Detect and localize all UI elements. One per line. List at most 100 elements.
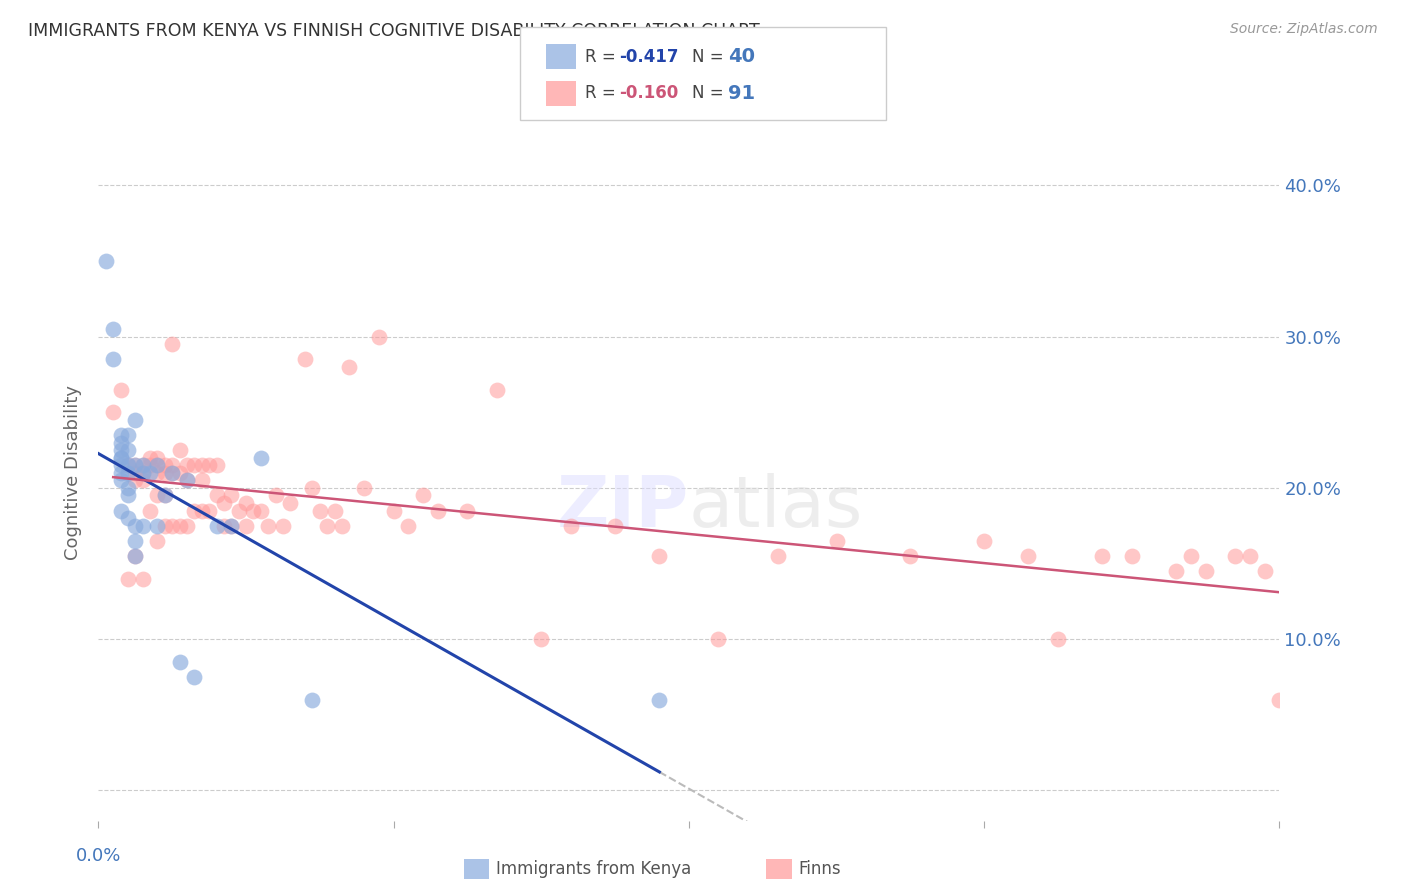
Point bbox=[94, 254, 117, 268]
Point bbox=[1091, 549, 1114, 563]
Point bbox=[219, 488, 242, 502]
Text: N =: N = bbox=[692, 84, 723, 102]
Point bbox=[191, 473, 214, 487]
Point bbox=[132, 458, 155, 473]
Point bbox=[117, 511, 139, 525]
Point bbox=[146, 458, 169, 473]
Point bbox=[110, 458, 132, 473]
Point bbox=[124, 458, 146, 473]
Point bbox=[146, 458, 169, 473]
Point bbox=[1239, 549, 1261, 563]
Point bbox=[162, 337, 183, 351]
Point bbox=[530, 632, 553, 647]
Point bbox=[294, 352, 316, 367]
Point bbox=[250, 503, 273, 517]
Point bbox=[301, 481, 323, 495]
Text: Finns: Finns bbox=[799, 860, 841, 878]
Text: 91: 91 bbox=[728, 84, 755, 103]
Point bbox=[427, 503, 450, 517]
Point bbox=[132, 572, 155, 586]
Point bbox=[242, 503, 264, 517]
Text: 0.0%: 0.0% bbox=[76, 847, 121, 865]
Point bbox=[219, 518, 242, 533]
Point bbox=[146, 450, 169, 465]
Point bbox=[117, 466, 139, 480]
Point bbox=[235, 518, 257, 533]
Point bbox=[139, 503, 162, 517]
Point bbox=[124, 466, 146, 480]
Point bbox=[110, 466, 132, 480]
Text: atlas: atlas bbox=[689, 473, 863, 542]
Point bbox=[1121, 549, 1143, 563]
Point bbox=[1254, 564, 1277, 578]
Point bbox=[707, 632, 730, 647]
Point bbox=[271, 518, 294, 533]
Point bbox=[132, 473, 155, 487]
Point bbox=[124, 549, 146, 563]
Point bbox=[153, 488, 176, 502]
Point bbox=[183, 670, 205, 684]
Point bbox=[316, 518, 339, 533]
Point bbox=[339, 359, 360, 374]
Point bbox=[176, 473, 198, 487]
Point bbox=[176, 458, 198, 473]
Text: ZIP: ZIP bbox=[557, 473, 689, 542]
Point bbox=[162, 518, 183, 533]
Point bbox=[110, 383, 132, 397]
Point bbox=[198, 458, 221, 473]
Point bbox=[124, 413, 146, 427]
Point bbox=[110, 443, 132, 458]
Point bbox=[382, 503, 405, 517]
Point bbox=[301, 692, 323, 706]
Point bbox=[110, 503, 132, 517]
Text: N =: N = bbox=[692, 47, 723, 66]
Point bbox=[153, 488, 176, 502]
Text: IMMIGRANTS FROM KENYA VS FINNISH COGNITIVE DISABILITY CORRELATION CHART: IMMIGRANTS FROM KENYA VS FINNISH COGNITI… bbox=[28, 22, 759, 40]
Point bbox=[1195, 564, 1218, 578]
Text: R =: R = bbox=[585, 84, 616, 102]
Point bbox=[1164, 564, 1187, 578]
Point bbox=[132, 466, 155, 480]
Point bbox=[146, 488, 169, 502]
Point bbox=[257, 518, 280, 533]
Point bbox=[146, 533, 169, 548]
Point bbox=[183, 503, 205, 517]
Y-axis label: Cognitive Disability: Cognitive Disability bbox=[65, 385, 83, 560]
Point bbox=[250, 450, 273, 465]
Point bbox=[198, 503, 221, 517]
Point bbox=[117, 572, 139, 586]
Point bbox=[330, 518, 353, 533]
Point bbox=[110, 473, 132, 487]
Text: -0.417: -0.417 bbox=[619, 47, 678, 66]
Point bbox=[103, 405, 125, 419]
Point bbox=[309, 503, 332, 517]
Point bbox=[825, 533, 848, 548]
Point bbox=[117, 428, 139, 442]
Point bbox=[117, 488, 139, 502]
Point bbox=[124, 518, 146, 533]
Point bbox=[1180, 549, 1202, 563]
Point bbox=[648, 692, 671, 706]
Point bbox=[396, 518, 419, 533]
Text: Immigrants from Kenya: Immigrants from Kenya bbox=[496, 860, 692, 878]
Text: Source: ZipAtlas.com: Source: ZipAtlas.com bbox=[1230, 22, 1378, 37]
Point bbox=[648, 549, 671, 563]
Point bbox=[1268, 692, 1291, 706]
Point bbox=[124, 533, 146, 548]
Point bbox=[264, 488, 287, 502]
Point bbox=[169, 655, 191, 669]
Point bbox=[205, 458, 228, 473]
Point bbox=[412, 488, 434, 502]
Point bbox=[235, 496, 257, 510]
Point bbox=[353, 481, 375, 495]
Text: R =: R = bbox=[585, 47, 616, 66]
Point bbox=[139, 458, 162, 473]
Point bbox=[183, 458, 205, 473]
Point bbox=[169, 443, 191, 458]
Point bbox=[117, 481, 139, 495]
Point bbox=[1223, 549, 1246, 563]
Text: 40: 40 bbox=[728, 47, 755, 66]
Point bbox=[110, 428, 132, 442]
Point bbox=[278, 496, 302, 510]
Point bbox=[153, 518, 176, 533]
